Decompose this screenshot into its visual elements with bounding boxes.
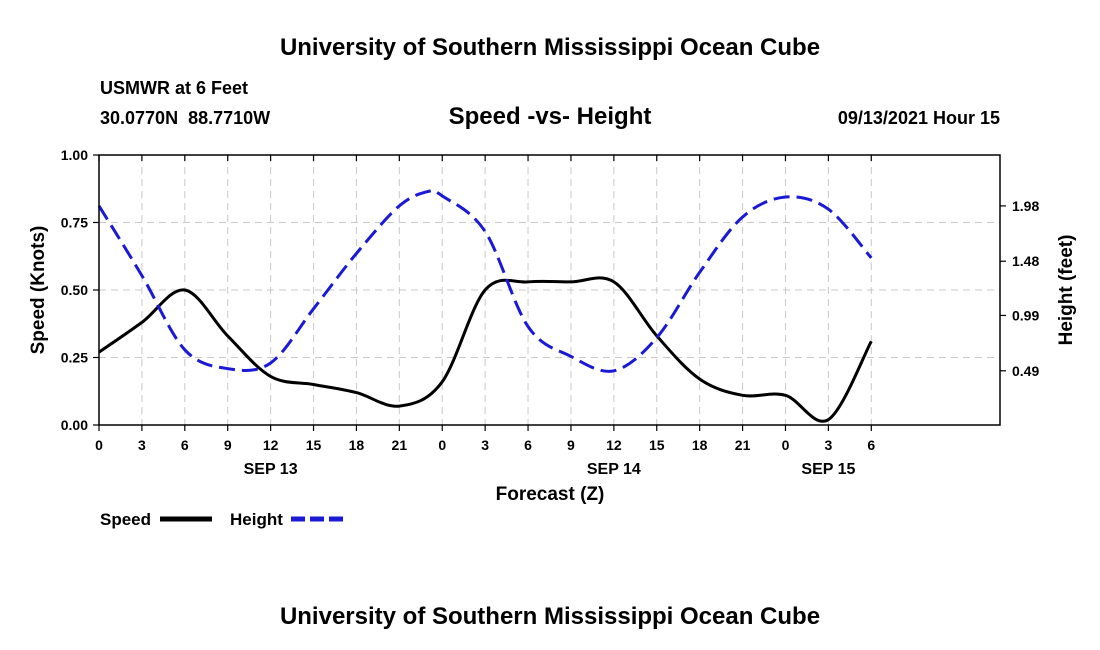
- x-tick-label: 9: [567, 437, 575, 453]
- y-tick-label-left: 0.50: [61, 282, 88, 298]
- x-date-label: SEP 14: [587, 461, 641, 478]
- station-name: USMWR at 6 Feet: [100, 78, 248, 98]
- x-tick-label: 21: [735, 437, 751, 453]
- x-tick-label: 6: [867, 437, 875, 453]
- x-axis-label: Forecast (Z): [496, 484, 605, 505]
- x-tick-label: 6: [524, 437, 532, 453]
- legend: Speed Height: [100, 510, 343, 529]
- y-tick-label-left: 1.00: [61, 147, 88, 163]
- x-tick-label: 3: [481, 437, 489, 453]
- y-tick-label-right: 0.99: [1012, 307, 1039, 323]
- series-lines: [97, 188, 873, 423]
- x-tick-label: 6: [181, 437, 189, 453]
- x-tick-label: 18: [692, 437, 708, 453]
- grid: [99, 155, 1000, 425]
- chart-subtitle: Speed -vs- Height: [449, 103, 652, 130]
- page-title-bottom: University of Southern Mississippi Ocean…: [280, 603, 820, 630]
- x-tick-label: 0: [95, 437, 103, 453]
- x-tick-label: 3: [138, 437, 146, 453]
- y-axis-label-right: Height (feet): [1056, 235, 1077, 346]
- y-tick-label-left: 0.00: [61, 417, 88, 433]
- x-tick-label: 9: [224, 437, 232, 453]
- y-tick-label-right: 1.48: [1012, 253, 1039, 269]
- x-tick-label: 0: [782, 437, 790, 453]
- station-coords: 30.0770N 88.7710W: [100, 108, 270, 128]
- x-tick-label: 18: [349, 437, 365, 453]
- x-tick-label: 12: [606, 437, 622, 453]
- x-date-label: SEP 13: [244, 461, 298, 478]
- x-tick-label: 0: [438, 437, 446, 453]
- series-line-height: [97, 188, 873, 373]
- x-tick-label: 21: [392, 437, 408, 453]
- legend-height-label: Height: [230, 510, 283, 529]
- x-date-label: SEP 15: [801, 461, 855, 478]
- legend-speed-label: Speed: [100, 510, 151, 529]
- x-tick-label: 15: [306, 437, 322, 453]
- forecast-datetime: 09/13/2021 Hour 15: [838, 108, 1000, 128]
- y-tick-label-right: 1.98: [1012, 198, 1039, 214]
- series-line-speed: [98, 276, 873, 423]
- x-tick-label: 3: [824, 437, 832, 453]
- y-tick-label-left: 0.25: [61, 350, 88, 366]
- x-tick-label: 15: [649, 437, 665, 453]
- axes: 0 3 6 9 12 15 18 21 0 3 6 9 12 15 18 21 0 3 6 SEP 13 SEP 14 S…: [61, 147, 1040, 478]
- y-tick-label-left: 0.75: [61, 215, 88, 231]
- page-title-top: University of Southern Mississippi Ocean…: [280, 34, 820, 61]
- y-axis-label-left: Speed (Knots): [28, 226, 49, 355]
- x-tick-label: 12: [263, 437, 279, 453]
- y-tick-label-right: 0.49: [1012, 363, 1039, 379]
